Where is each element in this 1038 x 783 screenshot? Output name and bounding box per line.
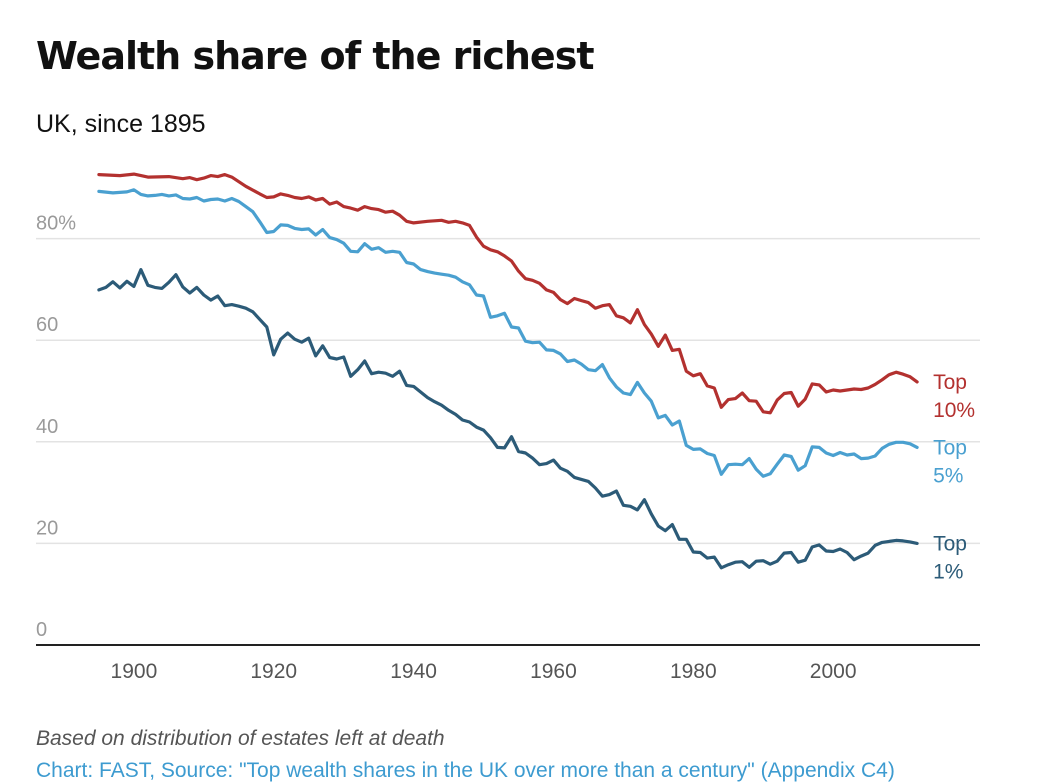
x-tick-label: 1940 <box>390 660 437 683</box>
y-tick-label: 0 <box>36 619 47 641</box>
series-lines <box>97 172 919 570</box>
x-tick-label: 1920 <box>250 660 297 683</box>
chart-note: Based on distribution of estates left at… <box>36 727 445 750</box>
chart-title: Wealth share of the richest <box>36 34 594 78</box>
series-label-top-5: Top 5% <box>933 436 967 487</box>
gridlines <box>36 237 980 545</box>
x-tick-label: 2000 <box>810 660 857 683</box>
series-labels: Top 10% Top 5% Top 1% <box>933 371 975 584</box>
series-label-line2: 10% <box>933 399 975 422</box>
series-line-top-5 <box>97 188 919 478</box>
series-label-line2: 1% <box>933 560 963 583</box>
series-line-top-1 <box>97 268 919 570</box>
series-label-top-1: Top 1% <box>933 532 967 583</box>
y-tick-label: 40 <box>36 416 58 438</box>
series-label-top-10: Top 10% <box>933 371 975 422</box>
y-tick-label: 80% <box>36 213 76 235</box>
x-tick-labels: 1900 1920 1940 1960 1980 2000 <box>111 660 857 683</box>
x-tick-label: 1980 <box>670 660 717 683</box>
chart-subtitle: UK, since 1895 <box>36 110 206 138</box>
chart-source[interactable]: Chart: FAST, Source: "Top wealth shares … <box>36 759 895 782</box>
series-label-line1: Top <box>933 371 967 394</box>
series-line-top-10 <box>97 172 919 415</box>
series-label-line2: 5% <box>933 464 963 487</box>
x-tick-label: 1960 <box>530 660 577 683</box>
x-tick-label: 1900 <box>111 660 158 683</box>
y-tick-labels: 0 20 40 60 80% <box>36 213 76 641</box>
y-tick-label: 60 <box>36 314 58 336</box>
series-label-line1: Top <box>933 532 967 555</box>
y-tick-label: 20 <box>36 517 58 539</box>
series-label-line1: Top <box>933 436 967 459</box>
